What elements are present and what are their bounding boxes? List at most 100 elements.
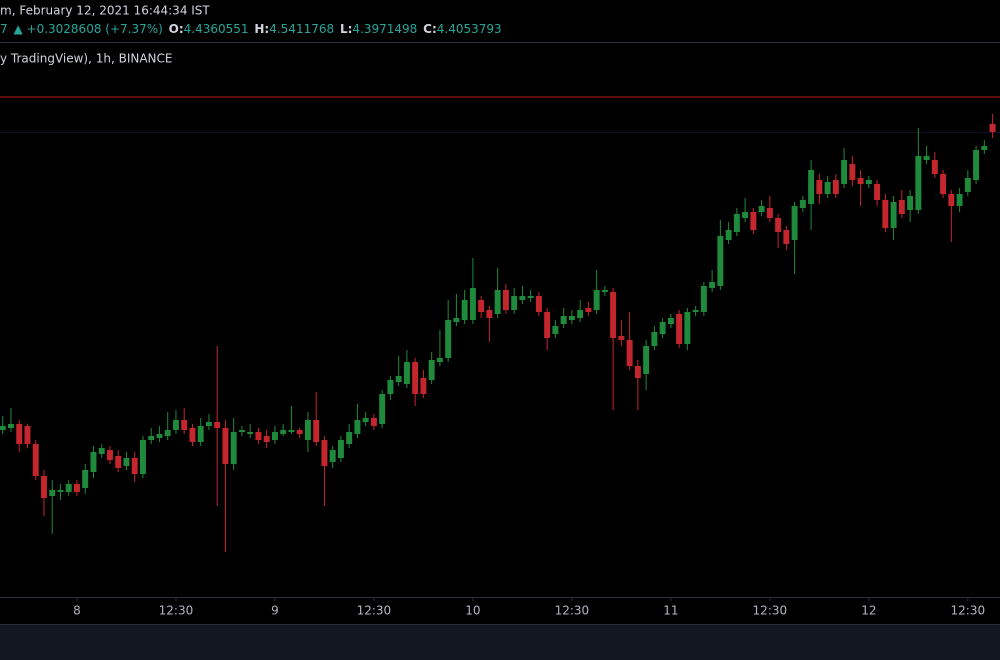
footer-bar bbox=[0, 625, 1000, 660]
candle-body bbox=[940, 174, 947, 194]
candle-body bbox=[981, 146, 988, 150]
candle-body bbox=[610, 292, 617, 338]
candle-body bbox=[115, 456, 122, 468]
candle-body bbox=[717, 236, 724, 286]
x-tick-label: 12 bbox=[861, 604, 876, 618]
candle-body bbox=[296, 430, 303, 434]
candle-body bbox=[131, 458, 138, 474]
candle-body bbox=[263, 436, 270, 442]
candle-body bbox=[907, 196, 914, 210]
candle-body bbox=[387, 380, 394, 394]
header-prefix: 7 bbox=[0, 22, 8, 36]
header-source: y TradingView), 1h, BINANCE bbox=[0, 52, 173, 66]
x-tick-label: 10 bbox=[465, 604, 480, 618]
candle-body bbox=[626, 340, 633, 366]
candle-body bbox=[288, 430, 295, 432]
candle-body bbox=[395, 376, 402, 382]
candle-body bbox=[189, 428, 196, 442]
candle-body bbox=[346, 432, 353, 444]
candle-body bbox=[882, 200, 889, 228]
candle-body bbox=[123, 458, 130, 466]
candle-body bbox=[799, 200, 806, 208]
candle-body bbox=[791, 206, 798, 240]
candle-body bbox=[527, 296, 534, 298]
candle-body bbox=[651, 332, 658, 346]
header-change: ▲ +0.3028608 (+7.37%) bbox=[13, 22, 162, 36]
candle-body bbox=[552, 326, 559, 334]
candle-body bbox=[634, 366, 641, 378]
x-tick-label: 12:30 bbox=[357, 604, 392, 618]
candle-body bbox=[849, 164, 856, 180]
candle-body bbox=[205, 422, 212, 426]
candle-body bbox=[156, 434, 163, 438]
candle-body bbox=[676, 314, 683, 344]
candle-body bbox=[90, 452, 97, 472]
candle-body bbox=[758, 206, 765, 212]
candle-body bbox=[874, 184, 881, 200]
candle-body bbox=[989, 124, 996, 132]
candle-body bbox=[238, 430, 245, 432]
l-value: 4.3971498 bbox=[352, 22, 417, 36]
o-label: O: bbox=[169, 22, 184, 36]
candle-body bbox=[379, 394, 386, 424]
candle-body bbox=[0, 426, 6, 430]
candle-body bbox=[964, 178, 971, 192]
candle-body bbox=[973, 150, 980, 180]
candle-body bbox=[304, 420, 311, 440]
x-tick-label: 8 bbox=[73, 604, 81, 618]
candle-body bbox=[230, 432, 237, 464]
candle-body bbox=[370, 418, 377, 426]
x-tick-label: 12:30 bbox=[951, 604, 986, 618]
h-label: H: bbox=[254, 22, 269, 36]
candle-body bbox=[502, 290, 509, 310]
candle-body bbox=[808, 170, 815, 204]
candle-body bbox=[544, 312, 551, 338]
candle-body bbox=[329, 450, 336, 462]
candle-body bbox=[337, 440, 344, 458]
candle-body bbox=[478, 300, 485, 312]
candle-body bbox=[445, 320, 452, 358]
candle-body bbox=[469, 288, 476, 320]
candle-body bbox=[313, 420, 320, 442]
candle-body bbox=[164, 430, 171, 436]
candle-body bbox=[601, 290, 608, 292]
candle-body bbox=[915, 156, 922, 210]
candle-body bbox=[280, 430, 287, 434]
candle-body bbox=[535, 296, 542, 312]
candle-body bbox=[948, 194, 955, 206]
candle-body bbox=[511, 296, 518, 310]
candle-body bbox=[750, 212, 757, 230]
x-tick-label: 12:30 bbox=[555, 604, 590, 618]
candle-body bbox=[73, 484, 80, 492]
c-value: 4.4053793 bbox=[437, 22, 502, 36]
candle-body bbox=[139, 440, 146, 474]
l-label: L: bbox=[340, 22, 352, 36]
candle-body bbox=[214, 422, 221, 428]
candle-body bbox=[585, 308, 592, 312]
candle-body bbox=[24, 426, 31, 444]
candle-body bbox=[181, 420, 188, 430]
c-label: C: bbox=[423, 22, 437, 36]
candle-body bbox=[643, 346, 650, 374]
candle-body bbox=[106, 450, 113, 460]
candle-body bbox=[519, 296, 526, 300]
candle-body bbox=[923, 156, 930, 160]
candle-body bbox=[709, 282, 716, 288]
candle-body bbox=[857, 178, 864, 184]
candle-body bbox=[420, 378, 427, 394]
candle-body bbox=[783, 230, 790, 244]
candle-body bbox=[247, 432, 254, 434]
candle-body bbox=[560, 316, 567, 324]
candle-body bbox=[667, 318, 674, 324]
candle-body bbox=[865, 180, 872, 184]
candle-body bbox=[148, 436, 155, 440]
candle-body bbox=[436, 358, 443, 362]
candle-body bbox=[898, 200, 905, 214]
header-date: m, February 12, 2021 16:44:34 IST bbox=[0, 4, 210, 18]
candle-body bbox=[403, 362, 410, 384]
candle-body bbox=[890, 202, 897, 228]
candle-body bbox=[8, 424, 14, 428]
